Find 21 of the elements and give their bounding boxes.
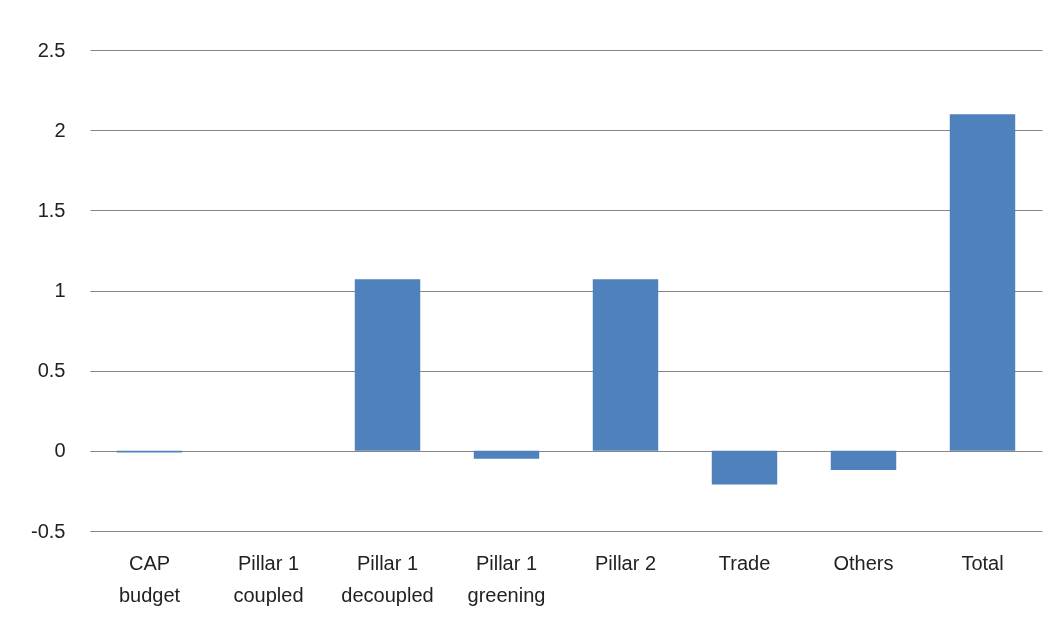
y-tick-label: 0 bbox=[54, 439, 66, 462]
y-tick-label: 2.5 bbox=[37, 38, 66, 61]
y-tick-label: 0.5 bbox=[37, 359, 66, 382]
bar bbox=[473, 450, 540, 459]
y-tick-label: 1 bbox=[54, 279, 66, 301]
bar bbox=[949, 114, 1016, 451]
y-tick-label: 2 bbox=[54, 118, 66, 141]
y-tick-label: 1.5 bbox=[37, 198, 66, 221]
x-tick-label: Trade bbox=[718, 551, 771, 574]
x-tick-label: Pillar 1 greening bbox=[467, 551, 546, 606]
x-tick-label: Pillar 1 decoupled bbox=[341, 551, 434, 606]
x-tick-label: Pillar 2 bbox=[594, 551, 657, 574]
x-tick-label: Total bbox=[961, 551, 1004, 574]
x-tick-label: CAP budget bbox=[118, 551, 181, 606]
x-tick-label: Pillar 1 coupled bbox=[233, 551, 304, 606]
bar bbox=[592, 279, 659, 451]
x-tick-label: Others bbox=[833, 551, 894, 574]
y-tick-label: -0.5 bbox=[31, 519, 66, 542]
bar bbox=[830, 450, 897, 471]
bar bbox=[711, 450, 778, 485]
bar bbox=[354, 279, 421, 451]
